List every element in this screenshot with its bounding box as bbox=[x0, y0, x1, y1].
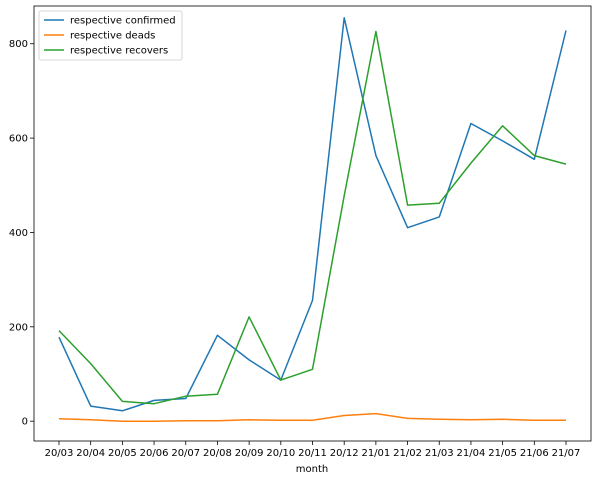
x-axis: 20/03 20/04 20/05 20/06 20/07 20/08 20/09 20/10… bbox=[45, 441, 581, 459]
series-line-respective-deads bbox=[58, 412, 566, 422]
y-tick-label: 400 bbox=[9, 228, 28, 239]
x-tick-label: 21/02 bbox=[393, 448, 422, 459]
y-tick-label: 0 bbox=[22, 417, 28, 428]
legend-box bbox=[38, 10, 183, 61]
x-tick-label: 20/04 bbox=[76, 448, 105, 459]
x-tick-label: 20/08 bbox=[203, 448, 232, 459]
x-tick-label: 21/06 bbox=[520, 448, 549, 459]
x-tick-label: 20/06 bbox=[140, 448, 169, 459]
y-axis: 0 200 400 600 800 bbox=[9, 39, 34, 428]
x-tick-label: 20/07 bbox=[171, 448, 200, 459]
x-tick-label: 21/03 bbox=[425, 448, 454, 459]
x-tick-label: 20/11 bbox=[298, 448, 327, 459]
legend-label: respective recovers bbox=[70, 46, 168, 57]
legend-label: respective deads bbox=[70, 31, 155, 42]
plot-area bbox=[33, 5, 592, 442]
y-tick-label: 600 bbox=[9, 134, 28, 145]
x-tick-label: 21/07 bbox=[552, 448, 581, 459]
x-tick-label: 20/10 bbox=[266, 448, 295, 459]
x-tick-label: 21/01 bbox=[361, 448, 390, 459]
series-lines bbox=[58, 17, 567, 422]
legend: respective confirmed respective deads resp… bbox=[38, 10, 183, 61]
x-tick-label: 21/04 bbox=[457, 448, 486, 459]
x-tick-label: 20/12 bbox=[330, 448, 359, 459]
y-tick-label: 800 bbox=[9, 39, 28, 50]
series-line-respective-confirmed bbox=[58, 17, 567, 412]
x-tick-label: 20/05 bbox=[108, 448, 137, 459]
legend-label: respective confirmed bbox=[70, 16, 176, 27]
series-line-respective-recovers bbox=[58, 30, 567, 405]
x-axis-label: month bbox=[296, 464, 328, 475]
x-tick-label: 20/03 bbox=[45, 448, 74, 459]
y-tick-label: 200 bbox=[9, 322, 28, 333]
x-tick-label: 21/05 bbox=[488, 448, 517, 459]
x-tick-label: 20/09 bbox=[235, 448, 264, 459]
